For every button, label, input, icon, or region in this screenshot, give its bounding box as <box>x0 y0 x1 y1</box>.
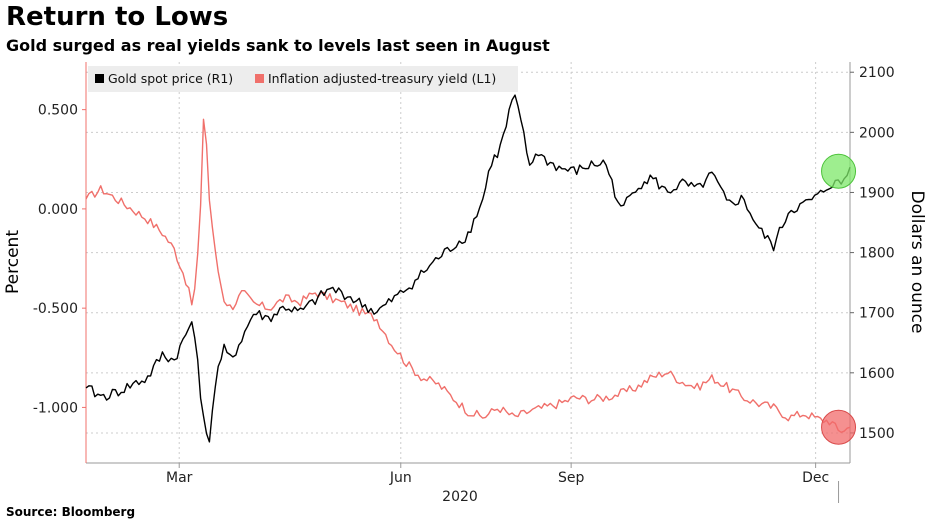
legend-swatch-yield <box>255 74 264 83</box>
gold-latest-marker <box>821 153 857 189</box>
x-year-label: 2020 <box>442 489 478 505</box>
left-axis-ticks: 0.500 0.000 -0.500 -1.000 <box>33 103 86 416</box>
right-tick-label: 1500 <box>859 426 895 442</box>
gridlines <box>86 62 850 463</box>
left-tick-label: 0.500 <box>38 103 78 119</box>
right-tick-label: 2000 <box>859 125 895 141</box>
left-axis-label: Percent <box>3 230 23 294</box>
x-axis-ticks: Mar Jun Sep Dec <box>166 463 840 503</box>
x-tick-label: Mar <box>166 470 193 486</box>
chart-title: Return to Lows <box>6 2 229 32</box>
right-tick-label: 1700 <box>859 306 895 322</box>
legend-swatch-gold <box>95 74 104 83</box>
x-tick-label: Dec <box>802 470 829 486</box>
series-layer <box>85 94 851 443</box>
right-axis-label: Dollars an ounce <box>907 191 927 334</box>
series-line-gold <box>85 94 851 443</box>
right-axis-ticks: 2100 2000 1900 1800 1700 1600 1500 <box>850 65 895 442</box>
x-tick-label: Sep <box>558 470 585 486</box>
right-tick-label: 1800 <box>859 246 895 262</box>
legend-label-yield: Inflation adjusted-treasury yield (L1) <box>268 71 496 86</box>
left-tick-label: 0.000 <box>38 202 78 218</box>
yield-latest-marker <box>821 409 857 445</box>
legend-background <box>88 66 518 92</box>
right-tick-label: 1600 <box>859 366 895 382</box>
right-tick-label: 1900 <box>859 185 895 201</box>
left-tick-label: -0.500 <box>33 301 78 317</box>
legend-label-gold: Gold spot price (R1) <box>108 71 233 86</box>
chart-subtitle: Gold surged as real yields sank to level… <box>6 36 550 55</box>
right-tick-label: 2100 <box>859 65 895 81</box>
series-line-yield <box>85 118 851 433</box>
marker-layer <box>821 153 857 445</box>
legend: Gold spot price (R1) Inflation adjusted-… <box>88 66 518 92</box>
source-note: Source: Bloomberg <box>6 505 136 519</box>
left-tick-label: -1.000 <box>33 400 78 416</box>
x-tick-label: Jun <box>389 470 412 486</box>
